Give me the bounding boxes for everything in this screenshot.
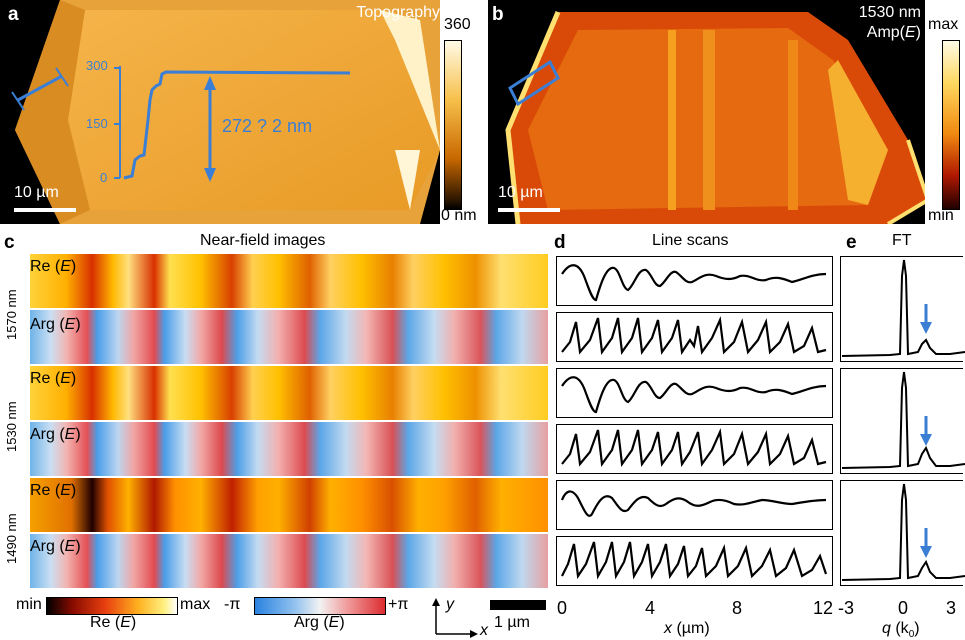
- ft-title: FT: [892, 232, 912, 249]
- topography-image: [15, 0, 440, 224]
- re-label-1490: Re (E): [30, 482, 77, 499]
- height-profile-inset: [11, 66, 351, 182]
- cbar-re-min: min: [16, 596, 42, 613]
- inset-tick-300: 300: [86, 58, 108, 73]
- arg-map-1530: [30, 422, 548, 476]
- topography-title: Topography: [356, 4, 440, 21]
- e-xlabel: q (k0): [882, 620, 920, 640]
- e-xtick-3: 3: [946, 598, 957, 618]
- line-scan-marker: [508, 59, 560, 107]
- panel-a: 300 150 0 272 ? 2 nm a Topography 10 µm: [0, 0, 440, 224]
- d-xlabel: x (µm): [664, 620, 710, 637]
- arg-map-1570: [30, 310, 548, 364]
- colorbar-a-max: 360: [444, 16, 471, 33]
- arg-label-1570: Arg (E): [30, 316, 81, 333]
- d-xtick-4: 4: [645, 598, 656, 618]
- line-scans-title: Line scans: [652, 232, 729, 249]
- scalebar-c: [490, 600, 546, 610]
- re-label-1570: Re (E): [30, 258, 77, 275]
- colorbar-a-min: 0 nm: [441, 207, 477, 224]
- re-map-1570: [30, 254, 548, 308]
- cbar-re-max: max: [180, 596, 211, 613]
- line-scan-arg-1490: [556, 536, 833, 586]
- height-annotation: 272 ? 2 nm: [222, 116, 313, 136]
- inset-tick-150: 150: [86, 116, 108, 131]
- re-map-1490: [30, 478, 548, 532]
- re-label-1530: Re (E): [30, 370, 77, 387]
- colorbar-b-min: min: [928, 207, 954, 224]
- cbar-re-label: Re (E): [90, 614, 137, 631]
- wavelength-1570: 1570 nm: [4, 289, 19, 340]
- amplitude-image: [505, 11, 925, 224]
- cbar-re: [46, 597, 178, 615]
- scalebar-b: [498, 208, 560, 212]
- near-field-title: Near-field images: [200, 232, 326, 249]
- wavelength-1530: 1530 nm: [4, 401, 19, 452]
- colorbar-b-max: max: [928, 16, 959, 33]
- colorbar-amplitude: [942, 40, 960, 210]
- cbar-arg-label: Arg (E): [294, 614, 345, 631]
- scalebar-b-label: 10 µm: [498, 184, 543, 201]
- line-scan-arg-1530: [556, 424, 833, 474]
- panel-b: b 1530 nm Amp(E) 10 µm: [488, 0, 925, 224]
- d-xtick-12: 12: [813, 598, 834, 618]
- panel-label-b: b: [492, 4, 504, 25]
- scalebar-c-label: 1 µm: [494, 614, 530, 631]
- panel-label-a: a: [8, 4, 19, 25]
- ft-curves: [841, 259, 965, 581]
- amp-title-line2: Amp(E): [866, 24, 921, 41]
- d-xtick-8: 8: [732, 598, 743, 618]
- e-xtick-0: 0: [898, 598, 909, 618]
- line-scan-arg-1570: [556, 312, 833, 362]
- d-xtick-0: 0: [557, 598, 568, 618]
- panel-label-d: d: [554, 232, 566, 253]
- axes-indicator: [432, 598, 478, 638]
- arg-map-1490: [30, 534, 548, 588]
- re-map-1530: [30, 366, 548, 420]
- scalebar-a: [14, 208, 76, 212]
- arg-label-1490: Arg (E): [30, 538, 81, 555]
- cbar-arg: [254, 597, 386, 615]
- axis-y-label: y: [446, 596, 454, 613]
- cbar-arg-max: +π: [388, 596, 409, 613]
- cbar-arg-min: -π: [224, 596, 241, 613]
- scalebar-a-label: 10 µm: [14, 184, 59, 201]
- e-xtick-neg3: -3: [838, 598, 855, 618]
- panel-label-e: e: [846, 232, 857, 253]
- inset-tick-0: 0: [100, 170, 108, 185]
- wavelength-1490: 1490 nm: [4, 513, 19, 564]
- arg-label-1530: Arg (E): [30, 426, 81, 443]
- panel-label-c: c: [4, 232, 15, 253]
- axis-x-label: x: [480, 622, 488, 639]
- colorbar-topography: [444, 40, 462, 210]
- line-scan-curves: [560, 264, 828, 580]
- amp-title-line1: 1530 nm: [858, 4, 921, 21]
